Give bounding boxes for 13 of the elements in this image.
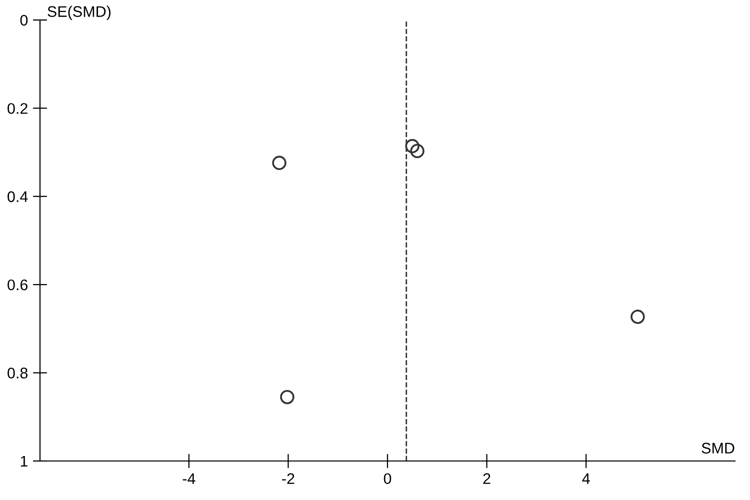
x-tick-label: -4 <box>182 473 196 484</box>
x-tick-label: 2 <box>483 473 490 484</box>
x-axis-title: SMD <box>702 442 734 454</box>
y-axis-title: SE(SMD) <box>48 6 111 20</box>
x-tick-label: 4 <box>582 473 590 484</box>
y-tick-label: 0 <box>20 14 28 26</box>
x-tick-label: -2 <box>282 473 294 484</box>
y-tick-label: 0.4 <box>8 191 28 202</box>
x-tick-label: 0 <box>384 473 392 484</box>
y-tick-label: 1 <box>20 456 28 467</box>
y-tick-label: 0.2 <box>8 103 28 114</box>
y-tick-label: 0.8 <box>8 368 28 378</box>
y-tick-label: 0.6 <box>8 279 28 290</box>
